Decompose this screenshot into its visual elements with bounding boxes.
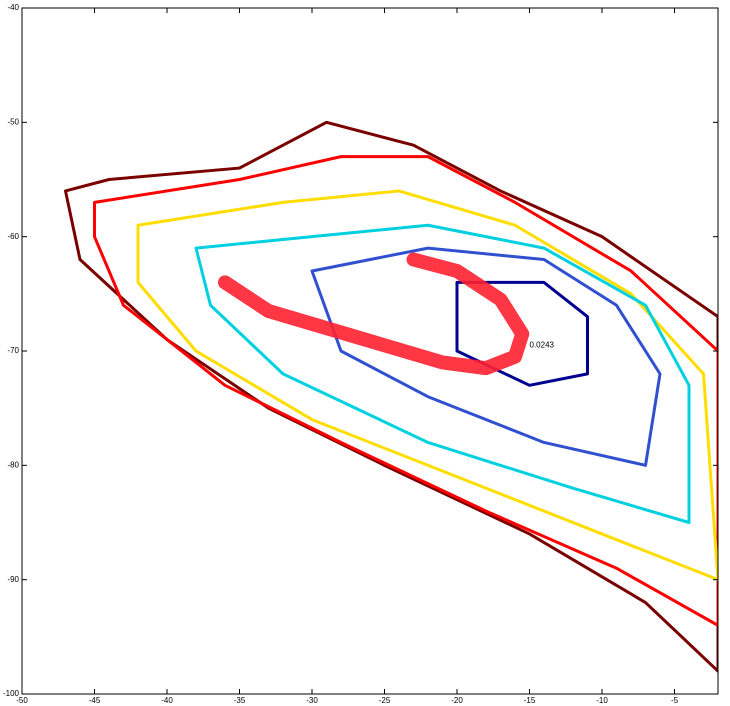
x-tick-label: -10	[596, 696, 608, 705]
x-tick-label: -30	[306, 696, 318, 705]
x-tick-label: -40	[161, 696, 173, 705]
y-tick-label: -100	[3, 689, 20, 698]
contour-line	[93, 155, 718, 627]
y-tick-label: -40	[7, 3, 19, 12]
y-tick-label: -50	[7, 117, 19, 126]
plot-area: 0.0243	[64, 120, 718, 673]
contour-line	[455, 280, 589, 387]
x-tick-label: -5	[671, 696, 679, 705]
contour-line	[194, 223, 691, 524]
annotation: 0.0243	[530, 340, 555, 349]
highlight-stroke	[218, 252, 530, 376]
axes-frame	[21, 7, 719, 695]
x-tick-label: -15	[524, 696, 536, 705]
y-tick-label: -90	[7, 575, 19, 584]
y-tick-label: -80	[7, 460, 19, 469]
y-tick-label: -70	[7, 346, 19, 355]
x-tick-label: -35	[234, 696, 246, 705]
contour-line	[136, 189, 718, 582]
x-tick-label: -50	[16, 696, 28, 705]
x-tick-label: -25	[379, 696, 391, 705]
contour-line	[64, 120, 718, 673]
x-tick-label: -45	[89, 696, 101, 705]
y-tick-label: -60	[7, 232, 19, 241]
x-tick-label: -20	[451, 696, 463, 705]
contour-line	[310, 246, 662, 467]
